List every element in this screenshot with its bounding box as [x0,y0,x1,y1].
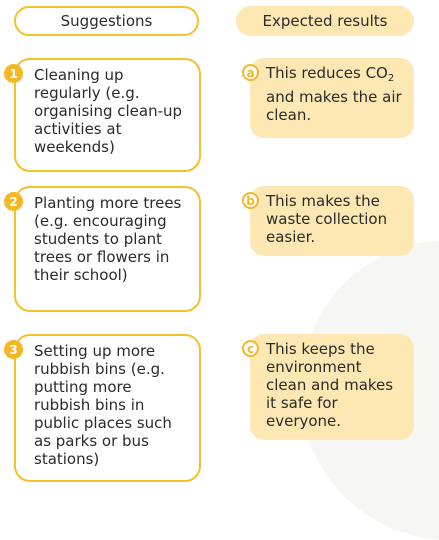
letter-badge-a: a [242,64,259,81]
result-text-b: This makes the waste collection easier. [266,192,388,246]
suggestion-card-1: Cleaning up regularly (e.g. organising c… [14,58,201,172]
result-text-c: This keeps the environment clean and mak… [266,340,394,430]
expected-results-header-label: Expected results [262,12,388,30]
suggestion-text-2: Planting more trees (e.g. encouraging st… [34,194,182,284]
suggestions-header-label: Suggestions [60,12,153,30]
suggestion-text-3: Setting up more rubbish bins (e.g. putti… [34,342,172,468]
suggestion-text-1: Cleaning up regularly (e.g. organising c… [34,66,183,156]
result-card-b: This makes the waste collection easier. [250,186,414,256]
suggestions-header: Suggestions [14,6,199,36]
number-badge-2: 2 [4,192,23,211]
result-card-c: This keeps the environment clean and mak… [250,334,414,440]
suggestion-card-3: Setting up more rubbish bins (e.g. putti… [14,334,201,482]
letter-badge-b: b [242,192,259,209]
result-text-a: This reduces CO2 and makes the air clean… [266,64,402,124]
expected-results-header: Expected results [236,6,414,36]
co2-subscript: 2 [387,73,395,84]
number-badge-1: 1 [4,64,23,83]
result-card-a: This reduces CO2 and makes the air clean… [250,58,414,138]
suggestion-card-2: Planting more trees (e.g. encouraging st… [14,186,201,312]
number-badge-3: 3 [4,340,23,359]
letter-badge-c: c [242,340,259,357]
